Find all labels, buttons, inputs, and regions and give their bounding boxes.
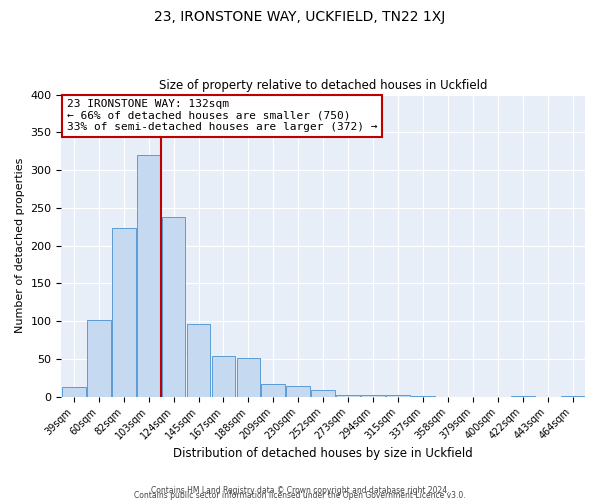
Title: Size of property relative to detached houses in Uckfield: Size of property relative to detached ho… [159, 79, 487, 92]
Y-axis label: Number of detached properties: Number of detached properties [15, 158, 25, 334]
Text: 23 IRONSTONE WAY: 132sqm
← 66% of detached houses are smaller (750)
33% of semi-: 23 IRONSTONE WAY: 132sqm ← 66% of detach… [67, 99, 377, 132]
Bar [137, 155, 161, 396]
Bar [311, 390, 335, 396]
Bar [286, 386, 310, 396]
Bar [336, 395, 360, 396]
Bar [236, 358, 260, 397]
Text: Contains public sector information licensed under the Open Government Licence v3: Contains public sector information licen… [134, 491, 466, 500]
Bar [62, 387, 86, 396]
Bar [212, 356, 235, 397]
Text: 23, IRONSTONE WAY, UCKFIELD, TN22 1XJ: 23, IRONSTONE WAY, UCKFIELD, TN22 1XJ [154, 10, 446, 24]
X-axis label: Distribution of detached houses by size in Uckfield: Distribution of detached houses by size … [173, 447, 473, 460]
Bar [361, 395, 385, 396]
Bar [112, 228, 136, 396]
Bar [386, 395, 410, 396]
Text: Contains HM Land Registry data © Crown copyright and database right 2024.: Contains HM Land Registry data © Crown c… [151, 486, 449, 495]
Bar [187, 324, 211, 396]
Bar [262, 384, 285, 396]
Bar [87, 320, 110, 396]
Bar [162, 217, 185, 396]
